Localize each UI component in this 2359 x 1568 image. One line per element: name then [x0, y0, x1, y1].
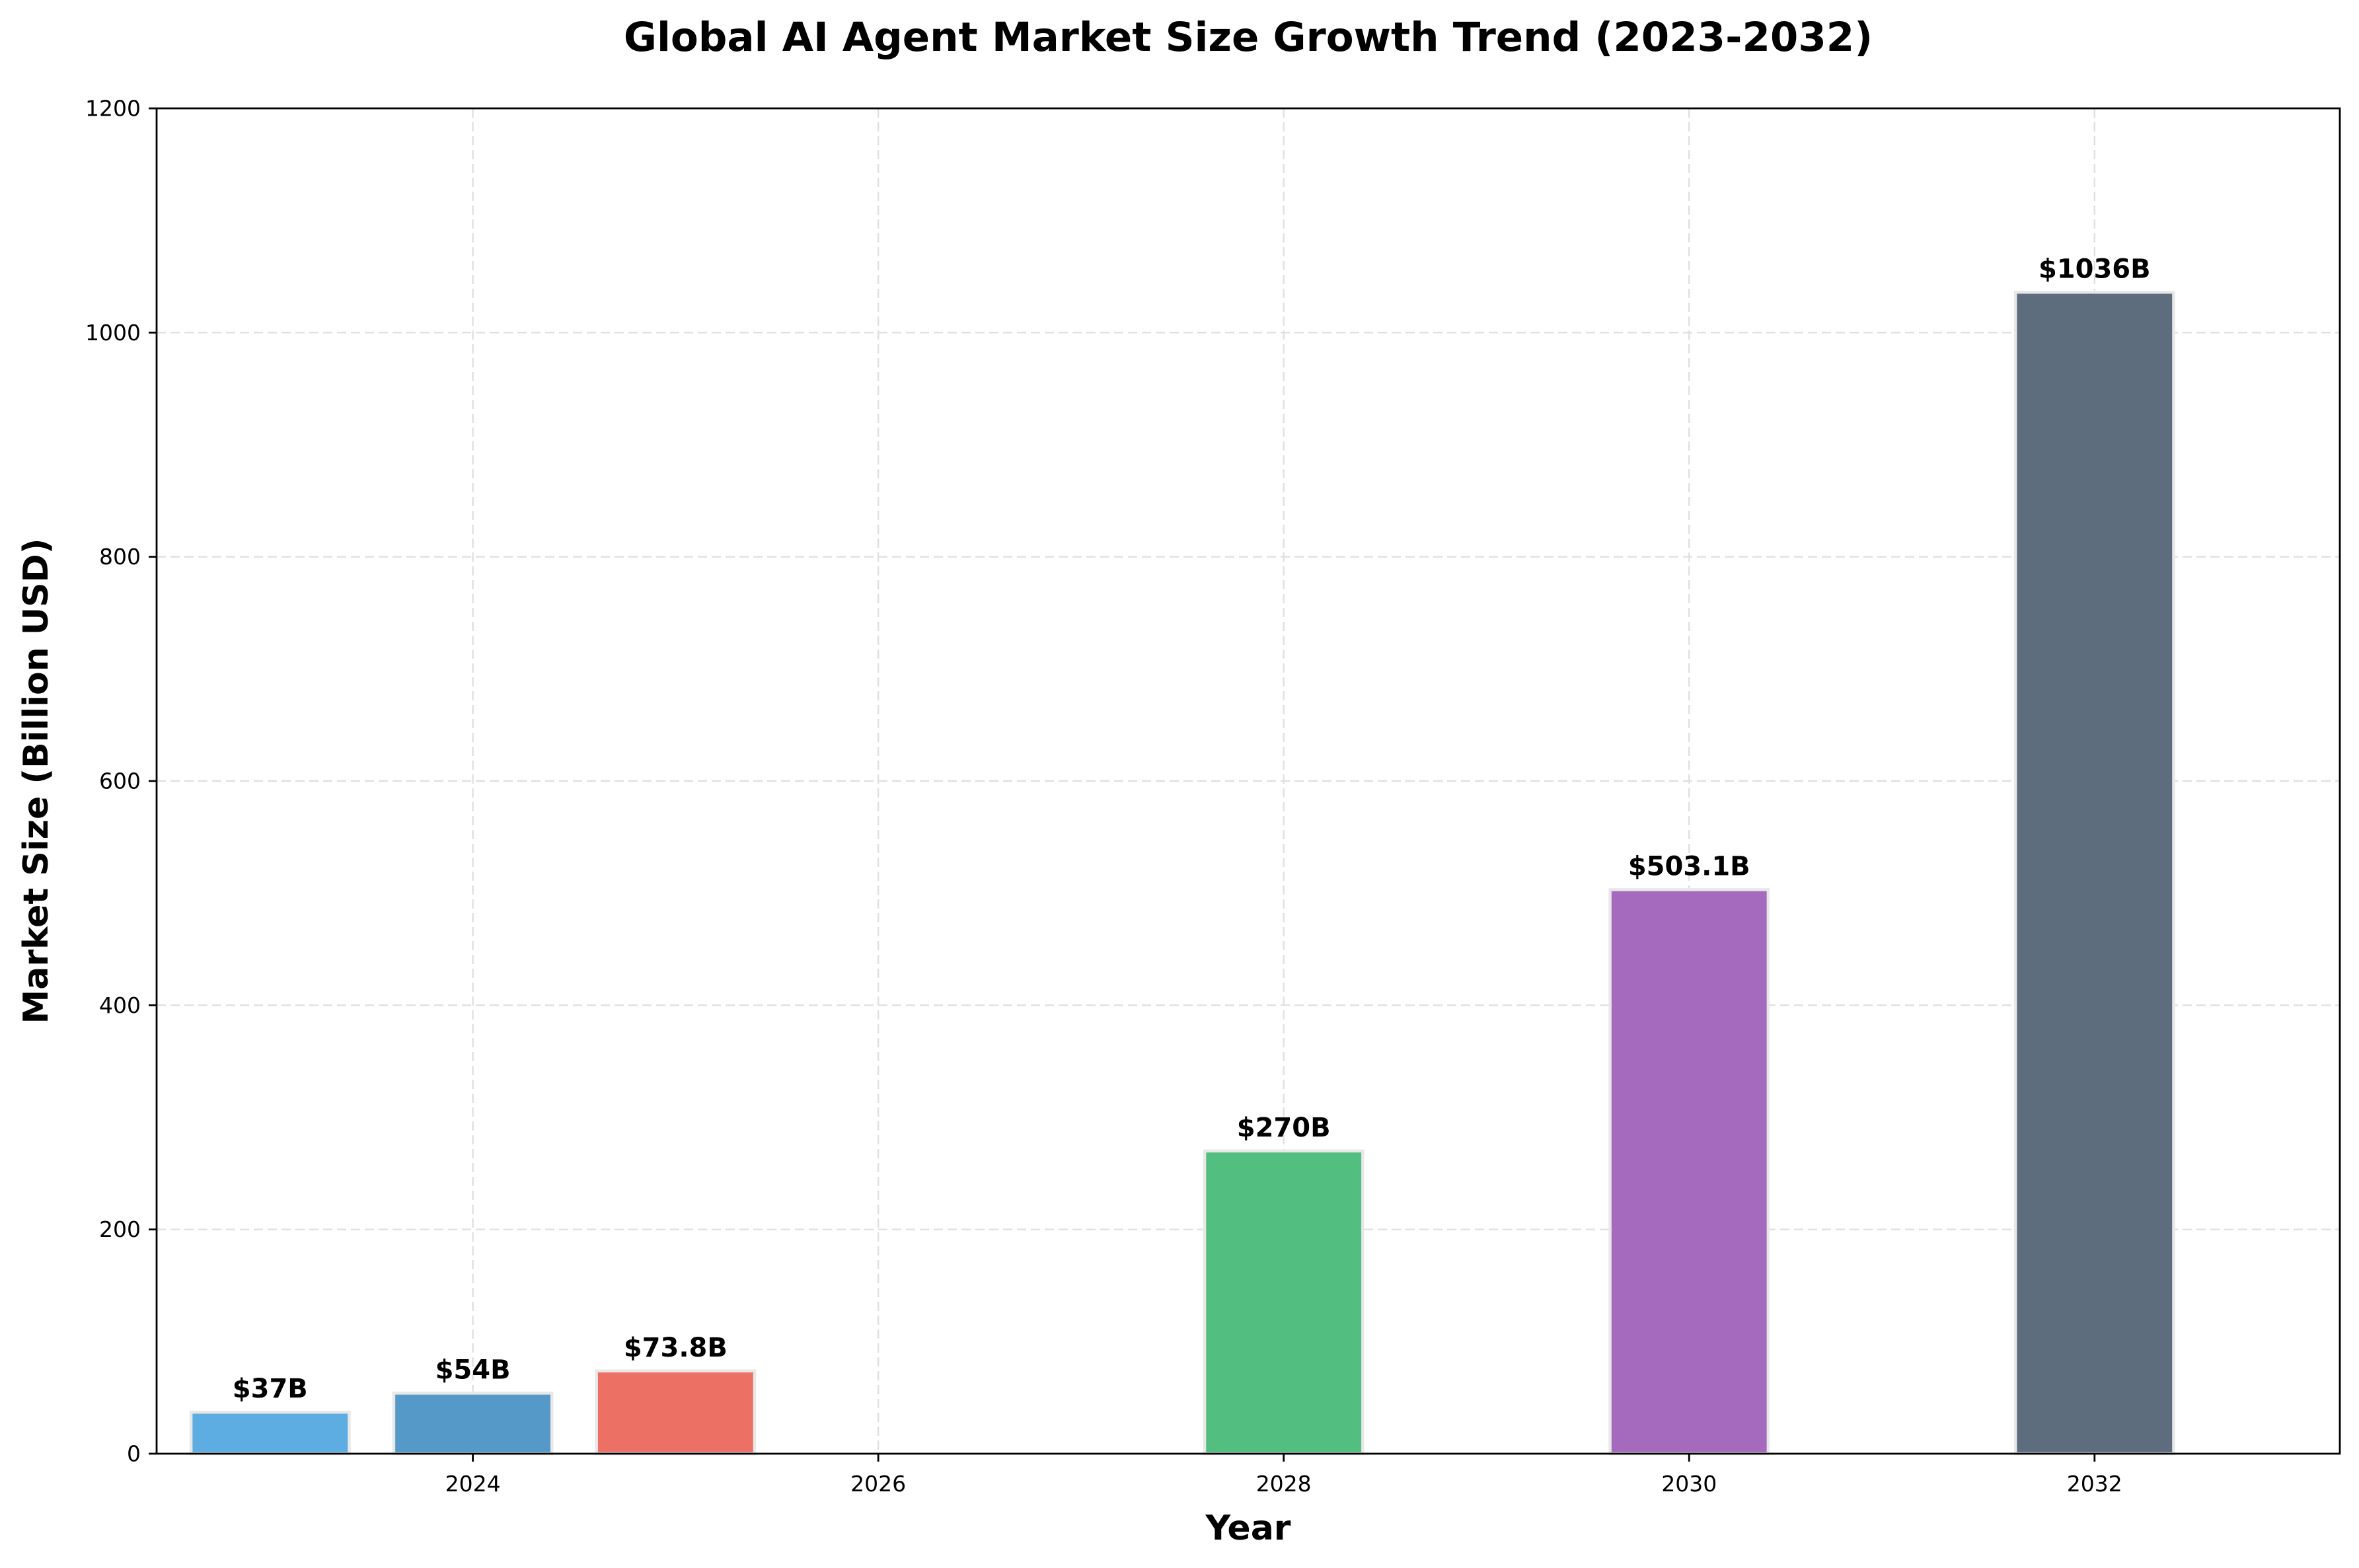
- data-label-2030: $503.1B: [1628, 851, 1750, 881]
- x-tick-label: 2032: [2067, 1471, 2122, 1497]
- bar-2024: [392, 1392, 554, 1456]
- data-label-2023: $37B: [233, 1374, 308, 1404]
- data-label-2025: $73.8B: [624, 1333, 728, 1363]
- x-tick-label: 2026: [850, 1471, 906, 1497]
- x-tick-label: 2028: [1256, 1471, 1312, 1497]
- data-label-2028: $270B: [1237, 1113, 1331, 1143]
- bar-2030: [1608, 888, 1770, 1456]
- x-tick-label: 2030: [1661, 1471, 1717, 1497]
- y-tick-label: 1000: [85, 320, 141, 346]
- data-label-2032: $1036B: [2039, 254, 2151, 284]
- bar-2032: [2013, 291, 2175, 1456]
- y-tick-label: 600: [99, 768, 141, 794]
- y-axis-title: Market Size (Billion USD): [17, 539, 56, 1024]
- y-tick-label: 200: [99, 1216, 141, 1242]
- axis-ticks: 0 200 400 600 800 1000 1200 2024 2026 2028 2030 203…: [85, 96, 2122, 1497]
- chart-title: Global AI Agent Market Size Growth Trend…: [624, 14, 1873, 61]
- data-label-2024: $54B: [435, 1355, 511, 1385]
- y-tick-label: 800: [99, 544, 141, 570]
- x-tick-label: 2024: [445, 1471, 501, 1497]
- data-labels: $37B $54B $73.8B $270B $503.1B $1036B: [233, 254, 2151, 1404]
- y-tick-label: 0: [127, 1441, 141, 1467]
- bar-2028: [1203, 1149, 1365, 1456]
- bar-2025: [595, 1369, 757, 1456]
- bars: [189, 291, 2175, 1456]
- grid: [157, 108, 2340, 1454]
- y-tick-label: 1200: [85, 96, 141, 122]
- y-tick-label: 400: [99, 992, 141, 1018]
- bar-2023: [189, 1410, 351, 1456]
- x-axis-title: Year: [1205, 1509, 1291, 1548]
